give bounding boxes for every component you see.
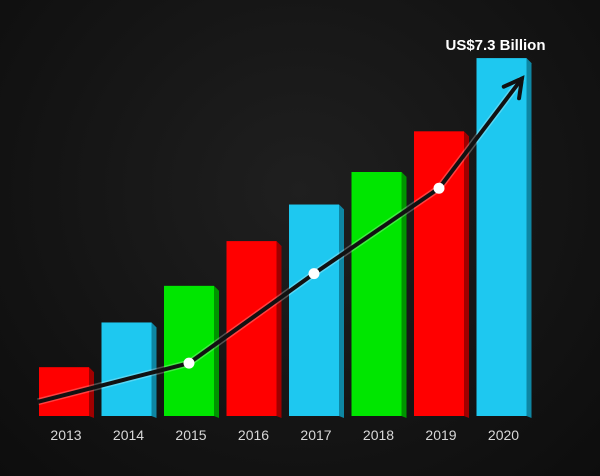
bar-front-2014 xyxy=(101,322,152,416)
x-axis-ticks: 2013 2014 2015 2016 2017 2018 2019 2020 xyxy=(50,427,519,443)
bar-2020 xyxy=(476,58,532,419)
bar-2014 xyxy=(101,322,157,418)
x-tick-2016: 2016 xyxy=(238,427,269,443)
x-tick-2013: 2013 xyxy=(50,427,81,443)
bar-side-2020 xyxy=(526,58,532,419)
bar-front-2018 xyxy=(351,172,402,416)
x-tick-2020: 2020 xyxy=(488,427,519,443)
bar-front-2019 xyxy=(414,131,464,417)
bar-front-2020 xyxy=(476,58,527,417)
x-tick-2018: 2018 xyxy=(363,427,394,443)
bar-side-2019 xyxy=(464,131,469,419)
bar-side-2018 xyxy=(401,172,407,418)
x-tick-2015: 2015 xyxy=(175,427,206,443)
trend-layer xyxy=(37,75,525,406)
bar-2017 xyxy=(289,204,344,418)
bar-side-2013 xyxy=(89,367,94,418)
bars-layer xyxy=(39,58,532,419)
bar-2015 xyxy=(164,285,219,418)
x-tick-2019: 2019 xyxy=(425,427,456,443)
trend-arrowhead xyxy=(501,75,525,101)
x-tick-2014: 2014 xyxy=(113,427,144,443)
trend-point-2017 xyxy=(308,268,320,280)
trend-point-2015 xyxy=(183,357,195,369)
bar-2018 xyxy=(351,172,407,418)
bar-side-2016 xyxy=(276,241,282,418)
trend-point-2019 xyxy=(433,182,445,194)
annotation-label: US$7.3 Billion xyxy=(445,37,545,54)
bar-side-2015 xyxy=(214,285,219,418)
bar-front-2017 xyxy=(289,204,339,416)
x-tick-2017: 2017 xyxy=(300,427,331,443)
bar-2019 xyxy=(414,131,469,419)
bar-side-2017 xyxy=(339,204,344,418)
